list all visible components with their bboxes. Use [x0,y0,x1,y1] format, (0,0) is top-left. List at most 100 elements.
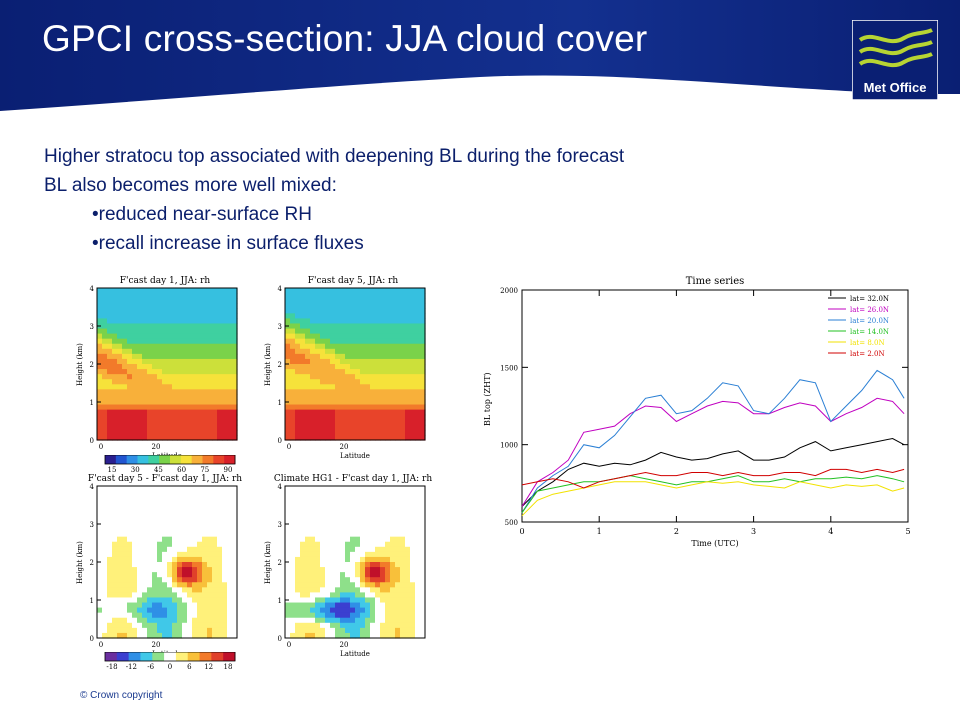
contour-cell [290,541,296,548]
contour-cell [370,577,376,583]
contour-cell [142,567,148,573]
contour-cell [102,501,108,507]
contour-cell [102,572,108,578]
y-tick-label: 2000 [500,287,518,295]
contour-cell [420,419,426,426]
contour-cell [182,348,188,355]
contour-cell [305,429,311,436]
contour-cell [172,293,178,299]
contour-cell [390,491,396,497]
contour-cell [182,328,188,335]
contour-cell [142,353,148,360]
contour-cell [315,353,321,360]
series-line [521,369,905,513]
contour-cell [137,399,143,406]
contour-cell [167,526,173,533]
contour-cell [197,343,203,350]
contour-cell [350,353,356,360]
contour-cell [212,409,218,416]
contour-cell [227,404,233,411]
contour-cell [390,389,396,395]
contour-cell [345,567,351,573]
contour-cell [107,399,113,406]
contour-cell [305,546,311,553]
contour-cell [345,546,351,553]
contour-cell [147,587,153,593]
contour-cell [197,424,203,431]
contour-cell [167,556,173,563]
contour-cell [415,632,421,639]
contour-cell [202,424,208,431]
contour-cell [97,627,103,634]
contour-cell [290,364,296,370]
contour-cell [167,434,173,441]
contour-cell [147,389,153,395]
contour-cell [345,303,351,309]
contour-cell [177,556,183,563]
contour-cell [127,612,133,619]
contour-cell [400,577,406,583]
contour-cell [232,602,238,609]
contour-cell [405,501,411,507]
contour-cell [340,491,346,497]
contour-cell [410,409,416,416]
contour-cell [182,338,188,345]
contour-cell [197,602,203,609]
contour-cell [365,496,371,502]
contour-cell [355,546,361,553]
contour-cell [355,612,361,619]
contour-cell [132,308,138,314]
contour-cell [97,496,103,502]
contour-cell [172,582,178,588]
contour-cell [355,491,361,497]
contour-cell [227,369,233,375]
contour-cell [122,348,128,355]
contour-cell [285,622,291,629]
contour-cell [400,592,406,599]
contour-cell [157,313,163,319]
contour-cell [182,511,188,517]
contour-cell [360,338,366,345]
contour-cell [405,313,411,319]
contour-cell [285,486,291,492]
contour-cell [340,343,346,350]
contour-cell [127,587,133,593]
contour-cell [340,506,346,512]
contour-cell [162,389,168,395]
contour-cell [202,501,208,507]
contour-cell [290,308,296,314]
y-axis-label: Height (km) [264,541,272,584]
contour-cell [325,394,331,401]
contour-cell [305,496,311,502]
contour-cell [325,496,331,502]
contour-cell [232,318,238,325]
contour-cell [162,364,168,370]
contour-cell [137,308,143,314]
contour-cell [410,577,416,583]
contour-cell [147,318,153,325]
contour-cell [320,379,326,385]
contour-cell [157,627,163,634]
contour-cell [97,404,103,411]
contour-cell [415,338,421,345]
contour-cell [360,516,366,523]
contour-cell [157,303,163,309]
contour-cell [300,288,306,294]
contour-cell [320,486,326,492]
contour-cell [197,399,203,406]
contour-cell [102,491,108,497]
contour-cell [167,374,173,380]
contour-cell [300,556,306,563]
contour-cell [227,374,233,380]
contour-cell [325,343,331,350]
contour-cell [147,414,153,421]
colorbar-top: 15 30 45 60 75 90 [104,455,236,474]
contour-cell [202,536,208,543]
contour-cell [305,348,311,355]
colorbar-swatch [105,455,117,464]
contour-cell [102,343,108,350]
contour-cell [112,394,118,401]
contour-cell [320,562,326,568]
contour-cell [112,602,118,609]
contour-cell [295,536,301,543]
